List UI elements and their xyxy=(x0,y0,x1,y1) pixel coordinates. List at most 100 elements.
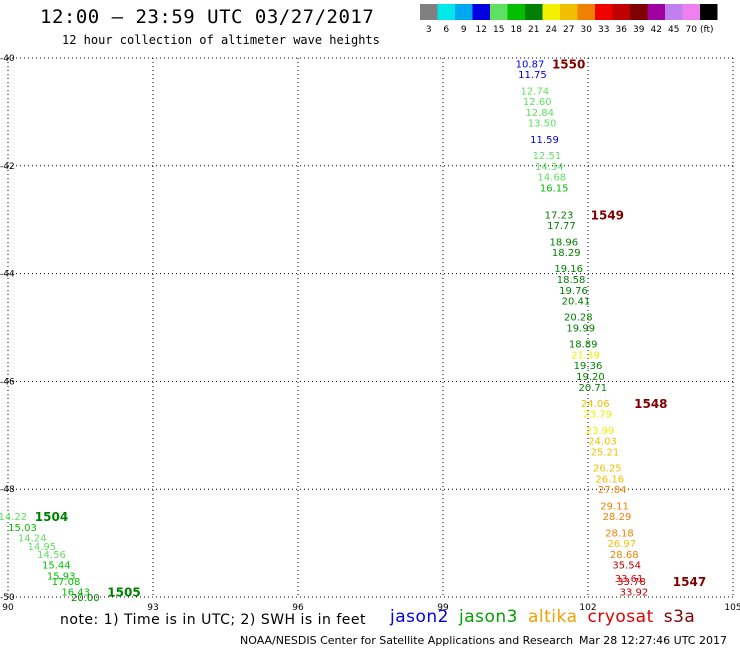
wave-height-value: 25.21 xyxy=(591,447,620,458)
pass-time-label: 1505 xyxy=(107,586,140,600)
footer-credit: NOAA/NESDIS Center for Satellite Applica… xyxy=(240,634,574,647)
wave-height-value: 21.39 xyxy=(571,350,600,361)
y-tick-label: -48 xyxy=(0,485,15,495)
wave-height-value: 23.99 xyxy=(586,426,615,437)
color-swatch xyxy=(525,4,543,20)
color-swatch xyxy=(420,4,438,20)
color-scale-label: 3 xyxy=(426,25,432,35)
wave-height-value: 24.06 xyxy=(581,399,610,410)
wave-height-value: 24.03 xyxy=(588,437,617,448)
wave-height-value: 28.68 xyxy=(610,550,639,561)
color-swatch xyxy=(665,4,683,20)
wave-height-value: 20.28 xyxy=(564,313,593,324)
wave-height-value: 23.79 xyxy=(583,410,612,421)
wave-height-value: 33.92 xyxy=(620,588,649,599)
wave-height-value: 15.44 xyxy=(42,561,71,572)
y-tick-label: -42 xyxy=(0,162,15,172)
legend-entry-s3a: s3a xyxy=(663,607,696,627)
y-tick-label: -40 xyxy=(0,54,15,64)
wave-height-value: 28.29 xyxy=(603,512,632,523)
x-tick-label: 99 xyxy=(437,603,449,613)
color-scale-label: 18 xyxy=(511,25,523,35)
wave-height-value: 14.22 xyxy=(0,512,27,523)
x-tick-label: 93 xyxy=(147,603,158,613)
wave-height-value: 16.43 xyxy=(61,588,90,599)
legend-entry-jason2: jason2 xyxy=(390,607,449,627)
wave-height-value: 15.93 xyxy=(47,571,76,582)
x-tick-label: 90 xyxy=(2,603,14,613)
y-tick-label: -50 xyxy=(0,593,15,603)
x-tick-label: 105 xyxy=(724,603,740,613)
wave-height-value: 18.58 xyxy=(557,275,586,286)
color-swatch xyxy=(595,4,613,20)
wave-height-value: 11.59 xyxy=(530,135,559,146)
color-scale-label: 9 xyxy=(461,25,467,35)
wave-height-value: 14.34 xyxy=(535,162,564,173)
color-swatch xyxy=(630,4,648,20)
wave-height-value: 12.51 xyxy=(533,151,562,162)
wave-height-value: 20.71 xyxy=(579,383,608,394)
wave-height-value: 14.68 xyxy=(537,173,566,184)
wave-height-value: 20.41 xyxy=(562,297,591,308)
wave-height-value: 19.36 xyxy=(574,361,603,372)
wave-height-value: 26.16 xyxy=(595,474,624,485)
legend-entry-altika: altika xyxy=(528,607,578,627)
wave-height-value: 14.95 xyxy=(28,542,57,553)
pass-time-label: 1548 xyxy=(634,397,667,411)
color-swatch xyxy=(507,4,525,20)
wave-height-value: 28.18 xyxy=(605,528,634,539)
wave-height-value: 26.97 xyxy=(608,539,637,550)
x-tick-label: 96 xyxy=(292,603,304,613)
color-swatch xyxy=(490,4,508,20)
wave-height-value: 14.24 xyxy=(18,534,47,545)
wave-height-value: 12.74 xyxy=(521,86,550,97)
legend-entry-jason3: jason3 xyxy=(459,607,518,627)
wave-height-value: 18.89 xyxy=(569,340,598,351)
color-swatch xyxy=(647,4,665,20)
y-tick-label: -44 xyxy=(0,270,15,280)
color-scale-label: 24 xyxy=(546,25,558,35)
color-scale-label: 39 xyxy=(633,25,645,35)
color-scale-label: 21 xyxy=(528,25,539,35)
wave-height-value: 16.15 xyxy=(540,183,569,194)
color-swatch xyxy=(577,4,595,20)
pass-time-label: 1549 xyxy=(591,208,624,222)
wave-height-value: 19.99 xyxy=(566,324,595,335)
color-scale-label: 27 xyxy=(563,25,574,35)
color-scale-label: 12 xyxy=(476,25,487,35)
color-swatch xyxy=(560,4,578,20)
x-tick-label: 102 xyxy=(579,603,596,613)
color-scale-label: 15 xyxy=(493,25,504,35)
color-scale-label: 30 xyxy=(581,25,593,35)
color-swatch xyxy=(455,4,473,20)
color-swatch xyxy=(542,4,560,20)
pass-time-label: 1550 xyxy=(552,57,585,71)
wave-height-value: 17.77 xyxy=(547,221,576,232)
color-scale-label: 36 xyxy=(616,25,628,35)
wave-height-value: 10.87 xyxy=(516,59,545,70)
y-tick-label: -46 xyxy=(0,377,15,387)
pass-time-label: 1547 xyxy=(673,575,706,589)
wave-height-value: 19.16 xyxy=(554,264,583,275)
wave-height-value: 33.61 xyxy=(615,574,644,585)
wave-height-value: 15.03 xyxy=(8,523,37,534)
satellite-legend: jason2 jason3 altika cryosat s3a xyxy=(390,607,705,627)
wave-height-value: 27.84 xyxy=(598,485,627,496)
wave-height-value: 33.78 xyxy=(617,577,646,588)
wave-height-value: 12.60 xyxy=(523,97,552,108)
color-scale-label: 70 xyxy=(686,25,698,35)
wave-height-value: 20.00 xyxy=(71,593,100,604)
color-scale-label: 42 xyxy=(651,25,662,35)
units-note: note: 1) Time is in UTC; 2) SWH is in fe… xyxy=(60,612,367,628)
chart-title: 12:00 – 23:59 UTC 03/27/2017 xyxy=(40,6,375,28)
color-swatch xyxy=(612,4,630,20)
footer-timestamp: Mar 28 12:27:46 UTC 2017 xyxy=(579,634,727,647)
wave-height-value: 17.23 xyxy=(545,210,574,221)
color-scale-label: 6 xyxy=(443,25,449,35)
color-swatch xyxy=(472,4,490,20)
wave-height-value: 18.96 xyxy=(550,237,579,248)
wave-height-value: 17.08 xyxy=(52,577,81,588)
legend-entry-cryosat: cryosat xyxy=(587,607,654,627)
wave-height-value: 13.50 xyxy=(528,119,557,130)
wave-height-value: 26.25 xyxy=(593,464,622,475)
